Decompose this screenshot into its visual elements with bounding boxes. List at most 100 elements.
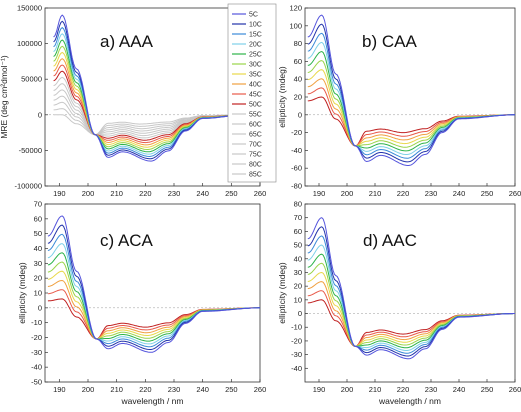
legend-entry: 20C <box>249 42 262 49</box>
x-tick-label: 260 <box>509 385 521 394</box>
series-line-40C <box>307 281 515 347</box>
series-line-5C <box>307 217 515 360</box>
legend: 5C 10C 15C 20C 25C 30C 35C 40C 45C 50C 55C 60C 65C 70… <box>227 3 277 183</box>
series-line-30C <box>307 60 515 148</box>
panel-label: a) AAA <box>100 32 154 51</box>
x-tick-label: 250 <box>481 189 494 198</box>
x-tick-label: 210 <box>369 189 382 198</box>
series-line-20C <box>307 41 515 155</box>
plot-frame <box>304 203 516 383</box>
legend-entry: 45C <box>249 92 262 99</box>
y-tick-label: 50 <box>34 229 42 238</box>
y-tick-label: 0 <box>38 110 42 119</box>
y-tick-label: 150000 <box>17 4 42 13</box>
series-line-5C <box>53 14 246 162</box>
y-tick-label: -20 <box>31 333 42 342</box>
series-line-30C <box>47 261 260 340</box>
y-tick-label: -50000 <box>19 146 42 155</box>
legend-entry: 85C <box>249 172 262 179</box>
x-tick-label: 200 <box>341 189 354 198</box>
y-tick-label: 0 <box>38 303 42 312</box>
panel-label: b) CAA <box>362 32 417 51</box>
x-tick-label: 230 <box>425 385 438 394</box>
y-axis-title: MRE (deg cm²dmol⁻¹) <box>0 55 9 139</box>
x-tick-label: 260 <box>509 189 521 198</box>
y-tick-label: 50000 <box>21 75 42 84</box>
x-tick-label: 210 <box>110 189 123 198</box>
y-tick-label: 60 <box>294 227 302 236</box>
y-tick-label: 10 <box>294 295 302 304</box>
x-tick-label: 220 <box>397 385 410 394</box>
x-tick-label: 240 <box>196 189 209 198</box>
y-tick-label: 30 <box>294 268 302 277</box>
panel-label: c) ACA <box>100 231 154 250</box>
series-line-40C <box>53 58 246 146</box>
y-tick-label: 70 <box>34 200 42 209</box>
panel-2: 190 200 210 220 230 240 250 260 -80 -60 -40 -20 0 20 4… <box>277 4 521 199</box>
x-tick-label: 200 <box>341 385 354 394</box>
legend-entry: 10C <box>249 22 262 29</box>
y-tick-label: 100000 <box>17 39 42 48</box>
x-tick-label: 220 <box>397 189 410 198</box>
panel-label: d) AAC <box>363 231 417 250</box>
series-line-5C <box>307 14 515 166</box>
x-tick-label: 250 <box>481 385 494 394</box>
y-tick-label: 80 <box>294 39 302 48</box>
x-tick-label: 200 <box>82 189 95 198</box>
y-tick-label: 100 <box>289 21 302 30</box>
y-tick-label: 50 <box>294 241 302 250</box>
y-tick-label: -40 <box>291 364 302 373</box>
y-tick-label: 0 <box>298 309 302 318</box>
series-line-30C <box>307 262 515 347</box>
series-line-50C <box>307 299 515 347</box>
y-tick-label: 20 <box>294 282 302 291</box>
panel-4: 190 200 210 220 230 240 250 260 -40 -30 -20 -10 0 10 2… <box>277 200 521 407</box>
y-tick-label: -60 <box>291 164 302 173</box>
y-tick-label: -30 <box>291 350 302 359</box>
panel-3: 190 200 210 220 230 240 250 260 -50 -40 -30 -20 -10 0… <box>17 200 266 407</box>
y-tick-label: -100000 <box>14 182 42 191</box>
x-tick-label: 260 <box>254 189 267 198</box>
legend-entry: 80C <box>249 162 262 169</box>
legend-entry: 25C <box>249 52 262 59</box>
y-tick-label: 70 <box>294 213 302 222</box>
y-tick-label: -40 <box>291 146 302 155</box>
series-line-30C <box>53 45 246 150</box>
y-axis-title: ellipticity (mdeg) <box>277 66 287 128</box>
y-tick-label: -10 <box>291 323 302 332</box>
x-axis-title: wavelength / nm <box>121 396 184 406</box>
y-axis-title: ellipticity (mdeg) <box>17 262 27 324</box>
x-axis-title: wavelength / nm <box>378 396 441 406</box>
y-tick-label: -50 <box>31 378 42 387</box>
legend-entry: 50C <box>249 102 262 109</box>
x-tick-label: 240 <box>196 385 209 394</box>
legend-entry: 15C <box>249 32 262 39</box>
y-tick-label: -40 <box>31 363 42 372</box>
y-tick-label: 20 <box>34 274 42 283</box>
y-tick-label: 10 <box>34 289 42 298</box>
y-tick-label: -80 <box>291 182 302 191</box>
y-tick-label: -20 <box>291 336 302 345</box>
legend-entry: 60C <box>249 122 262 129</box>
x-tick-label: 190 <box>313 189 326 198</box>
series-line-5C <box>47 215 260 353</box>
y-tick-label: 60 <box>294 57 302 66</box>
x-tick-label: 220 <box>139 189 152 198</box>
x-tick-label: 220 <box>139 385 152 394</box>
y-tick-label: 40 <box>294 254 302 263</box>
x-tick-label: 230 <box>168 189 181 198</box>
series-line-25C <box>307 253 515 349</box>
x-tick-label: 230 <box>425 189 438 198</box>
y-tick-label: 40 <box>34 244 42 253</box>
y-tick-label: 20 <box>294 93 302 102</box>
y-tick-label: 40 <box>294 75 302 84</box>
x-tick-label: 230 <box>168 385 181 394</box>
series-line-15C <box>307 32 515 159</box>
x-tick-label: 210 <box>369 385 382 394</box>
legend-entry: 40C <box>249 82 262 89</box>
x-tick-label: 210 <box>110 385 123 394</box>
legend-entry: 30C <box>249 62 262 69</box>
y-tick-label: 80 <box>294 200 302 209</box>
legend-entry: 5C <box>249 12 258 19</box>
